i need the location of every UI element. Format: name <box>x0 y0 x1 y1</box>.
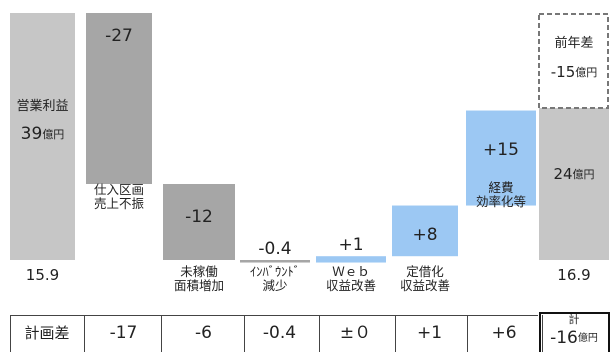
prior-year-diff-box <box>538 13 609 109</box>
category-label-5: 定借化 収益改善 <box>399 263 450 293</box>
category-label-6: 経費 効率化等 <box>475 179 526 209</box>
plan-diff-value-3: -0.4 <box>240 315 320 352</box>
bar-value-1: -27 <box>105 26 133 47</box>
plan-diff-total-value-unit: 億円 <box>577 333 598 345</box>
end-bar-value: 24 億円 <box>539 162 609 188</box>
bar-value-6: +15 <box>483 139 519 160</box>
category-label-1: 仕入区画 売上不振 <box>93 181 144 211</box>
start-bar <box>10 13 75 260</box>
category-label-2: 未稼働 面積増加 <box>173 263 224 293</box>
waterfall-bar-6 <box>466 110 536 206</box>
prior-year-diff-value-number: -15 <box>550 63 576 82</box>
plan-diff-total-label: 計 <box>568 312 580 326</box>
plan-diff-header: 計画差 <box>10 315 85 352</box>
plan-diff-total-value-number: -16 <box>550 328 578 349</box>
start-bar-label: 営業利益 <box>16 98 69 114</box>
prior-year-diff-label: 前年差 <box>554 35 594 51</box>
end-bar-value-unit: 億円 <box>572 167 595 181</box>
plan-diff-value-2: -6 <box>163 315 245 352</box>
bottom-value-start: 15.9 <box>25 266 60 285</box>
waterfall-bar-1 <box>86 13 152 184</box>
end-bar <box>539 108 609 260</box>
waterfall-bar-3 <box>240 260 310 263</box>
waterfall-bar-4 <box>316 256 386 263</box>
start-bar-value-number: 39 <box>20 124 43 145</box>
plan-diff-value-6: +6 <box>466 315 543 352</box>
bar-value-2: -12 <box>185 207 213 228</box>
bottom-value-end: 16.9 <box>557 266 591 285</box>
waterfall-bar-2 <box>163 184 235 260</box>
bars-layer <box>10 13 609 263</box>
plan-diff-value-1: -17 <box>86 315 162 352</box>
plan-diff-value-4: ±０ <box>316 315 396 352</box>
bar-value-4: +1 <box>338 235 364 256</box>
bar-value-5: +8 <box>412 224 438 245</box>
end-bar-value-number: 24 <box>553 165 573 184</box>
start-bar-value: 39 億円 <box>10 122 75 148</box>
plan-diff-total-value: -16 億円 <box>539 327 609 351</box>
plan-diff-total-cell <box>539 312 610 352</box>
category-label-4: Ｗｅｂ 収益改善 <box>325 263 376 293</box>
bar-value-3: -0.4 <box>258 239 292 260</box>
prior-year-diff-value-unit: 億円 <box>575 65 598 79</box>
plan-diff-value-5: +1 <box>392 315 468 352</box>
category-label-3: ｲﾝﾊﾞｳﾝﾄﾞ 減少 <box>249 263 300 293</box>
start-bar-value-unit: 億円 <box>42 127 65 141</box>
prior-year-diff-value: -15 億円 <box>539 60 609 86</box>
plan-diff-table-border <box>10 315 538 352</box>
waterfall-bar-5 <box>392 205 458 257</box>
